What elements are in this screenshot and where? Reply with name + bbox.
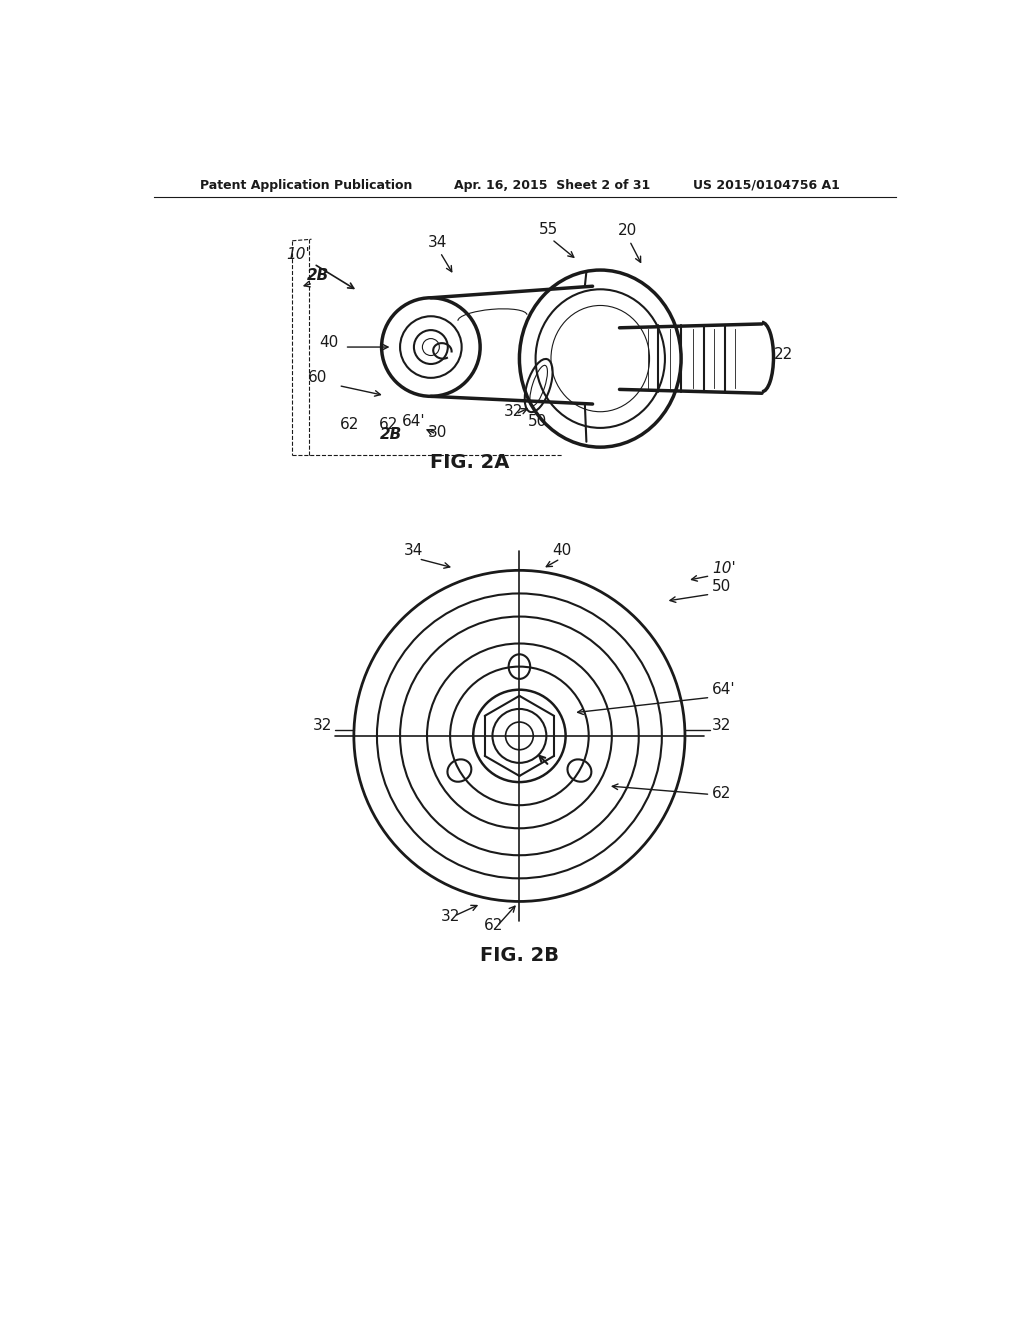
Text: US 2015/0104756 A1: US 2015/0104756 A1 [692,178,840,191]
Text: 2B: 2B [380,428,402,442]
Text: 30: 30 [427,425,446,440]
Text: 50: 50 [712,579,731,594]
Text: 34: 34 [427,235,446,249]
Text: 62: 62 [340,417,359,433]
Text: 22: 22 [773,347,793,362]
Text: 34: 34 [404,543,424,558]
Text: FIG. 2B: FIG. 2B [480,946,559,965]
Text: 60: 60 [307,370,327,384]
Text: Apr. 16, 2015  Sheet 2 of 31: Apr. 16, 2015 Sheet 2 of 31 [454,178,650,191]
Text: 32: 32 [712,718,731,733]
Text: Patent Application Publication: Patent Application Publication [200,178,413,191]
Text: 32: 32 [313,718,333,733]
Text: 55: 55 [539,222,558,236]
Text: 62: 62 [484,917,504,933]
Text: 20: 20 [617,223,637,239]
Text: 64': 64' [402,414,426,429]
Text: 10': 10' [712,561,735,576]
Text: FIG. 2A: FIG. 2A [430,453,509,473]
Text: 40: 40 [552,543,571,558]
Text: 62: 62 [712,785,731,800]
Text: 32: 32 [504,404,523,420]
Text: 32: 32 [440,908,460,924]
Text: 62: 62 [379,417,398,433]
Text: 40: 40 [319,335,339,350]
Text: 50: 50 [527,414,547,429]
Text: 10': 10' [287,247,310,261]
Text: 2B: 2B [306,268,329,282]
Text: 64': 64' [712,681,735,697]
